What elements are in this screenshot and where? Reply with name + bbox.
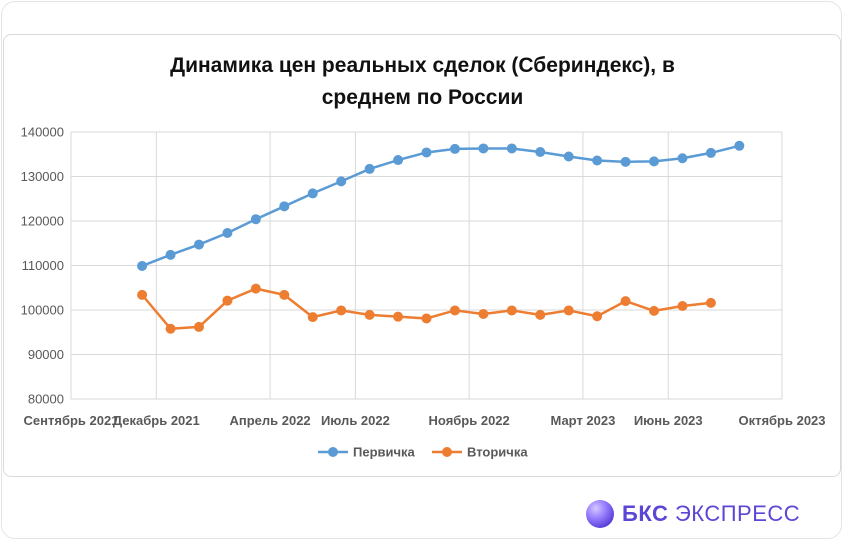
series-1-point (421, 147, 432, 158)
series-2-point (563, 305, 574, 316)
y-tick-label: 120000 (21, 214, 64, 229)
legend-marker-2 (442, 447, 452, 457)
series-2-point (677, 300, 688, 311)
chart-area (3, 34, 841, 477)
y-tick-label: 140000 (21, 125, 64, 140)
series-2-point (307, 312, 318, 323)
brand-sphere-icon (586, 500, 614, 528)
x-tick-label: Июнь 2023 (634, 413, 703, 428)
series-2-point (165, 323, 176, 334)
series-1-point (449, 143, 460, 154)
series-2-point (336, 305, 347, 316)
x-tick-label: Март 2023 (550, 413, 615, 428)
chart-title: Динамика цен реальных сделок (Сбериндекс… (0, 50, 845, 114)
x-tick-label: Июль 2022 (321, 413, 390, 428)
series-1-point (222, 228, 233, 239)
series-1-point (393, 155, 404, 166)
x-tick-label: Октябрь 2023 (738, 413, 825, 428)
series-1-point (137, 260, 148, 271)
series-2-point (279, 289, 290, 300)
x-tick-label: Апрель 2022 (229, 413, 310, 428)
series-2-point (393, 311, 404, 322)
series-1-point (307, 188, 318, 199)
legend-marker-1 (328, 447, 338, 457)
series-1-point (478, 143, 489, 154)
series-1-point (535, 147, 546, 158)
x-tick-label: Ноябрь 2022 (429, 413, 510, 428)
series-2-point (364, 309, 375, 320)
series-1-point (193, 239, 204, 250)
brand-name: БКС ЭКСПРЕСС (622, 501, 800, 527)
y-tick-label: 110000 (22, 258, 64, 273)
series-2-point (535, 309, 546, 320)
series-1-point (506, 143, 517, 154)
series-1-point (677, 153, 688, 164)
brand-name-rest: ЭКСПРЕСС (668, 501, 801, 526)
series-1-point (734, 140, 745, 151)
line-chart: 80000 90000 100000 110000 120000 130000 140000… (21, 125, 826, 460)
series-2-point (620, 296, 631, 307)
series-1-point (165, 249, 176, 260)
series-2-point (705, 297, 716, 308)
series-1-point (620, 156, 631, 167)
series-2-point (421, 313, 432, 324)
series-2-point (478, 309, 489, 320)
series-1-point (592, 155, 603, 166)
series-2-point (137, 289, 148, 300)
brand-name-bold: БКС (622, 501, 669, 526)
brand-logo: БКС ЭКСПРЕСС (586, 499, 800, 529)
series-1-point (705, 147, 716, 158)
legend-label-1: Первичка (353, 445, 416, 460)
x-tick-label: Сентябрь 2021 (24, 413, 119, 428)
series-line-1 (141, 144, 740, 268)
y-tick-label: 130000 (21, 169, 64, 184)
series-1-point (336, 176, 347, 187)
series-1-point (649, 156, 660, 167)
series-2-point (506, 305, 517, 316)
chart-title-line-1: Динамика цен реальных сделок (Сбериндекс… (170, 54, 675, 77)
x-tick-label: Декабрь 2021 (113, 413, 200, 428)
series-2-point (649, 305, 660, 316)
y-tick-label: 90000 (28, 347, 64, 362)
series-1-point (279, 201, 290, 212)
series-2-point (222, 295, 233, 306)
y-tick-label: 80000 (28, 392, 64, 407)
series-1-point (563, 151, 574, 162)
series-1-point (364, 163, 375, 174)
series-2-point (250, 283, 261, 294)
y-tick-label: 100000 (21, 303, 64, 318)
chart-title-line-2: среднем по России (321, 86, 524, 109)
series-2-point (193, 321, 204, 332)
series-2-point (449, 305, 460, 316)
series-1-point (250, 214, 261, 225)
legend-label-2: Вторичка (467, 445, 528, 460)
series-2-point (592, 311, 603, 322)
